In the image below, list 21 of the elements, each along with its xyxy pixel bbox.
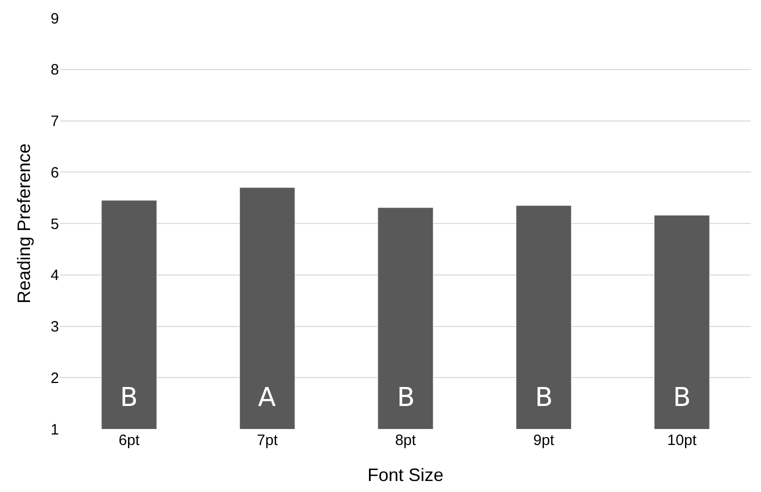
- y-tick-label: 7: [50, 113, 59, 130]
- x-axis-title: Font Size: [367, 465, 444, 486]
- annotation: A: [258, 383, 276, 413]
- x-tick-label: 8pt: [395, 432, 417, 449]
- x-tick-label: 6pt: [118, 432, 140, 449]
- y-tick-label: 8: [50, 62, 59, 79]
- y-tick-label: 1: [50, 421, 59, 438]
- y-tick-label: 3: [50, 318, 59, 336]
- x-tick-label: 9pt: [533, 432, 555, 449]
- y-axis-title: Reading Preference: [14, 143, 34, 304]
- x-tick-label: 10pt: [667, 432, 698, 449]
- y-tick-label: 4: [50, 267, 59, 284]
- y-tick-label: 5: [50, 216, 59, 233]
- annotation: B: [397, 383, 415, 413]
- annotation: B: [673, 383, 691, 413]
- y-tick-label: 6: [50, 164, 59, 182]
- x-tick-label: 7pt: [256, 432, 279, 449]
- y-tick-label: 9: [50, 10, 59, 28]
- annotation: B: [535, 383, 553, 413]
- y-tick-label: 2: [50, 370, 59, 387]
- annotation: B: [120, 383, 138, 413]
